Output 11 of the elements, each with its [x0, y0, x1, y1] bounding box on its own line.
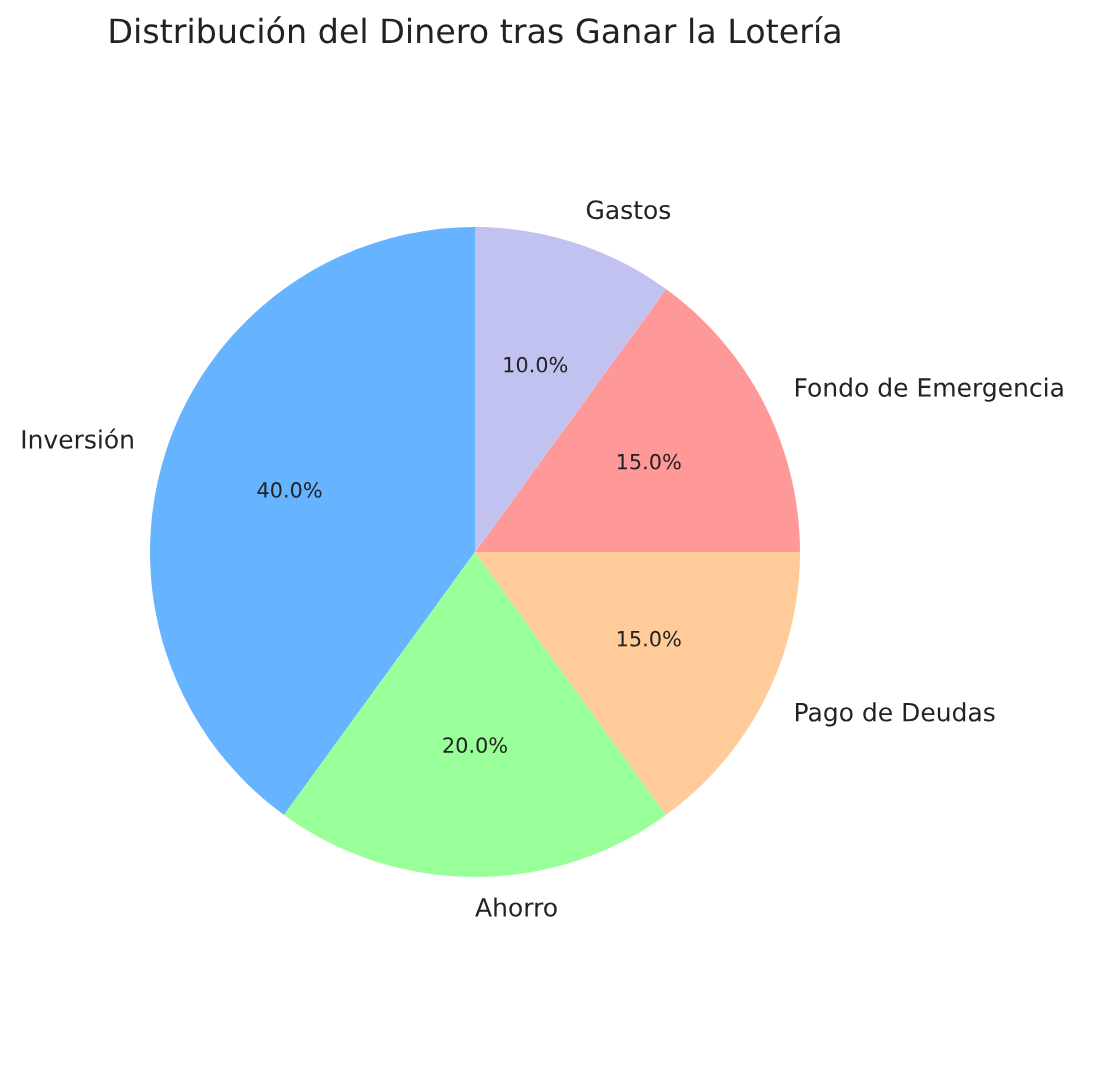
slice-label: Inversión — [22, 428, 133, 449]
slice-label: Gastos — [586, 200, 671, 220]
slice-label: Fondo de Emergencia — [795, 377, 1063, 402]
data-label: 10.0% — [504, 356, 568, 373]
data-label: 15.0% — [617, 630, 681, 647]
data-label: 40.0% — [257, 482, 322, 498]
chart-title: Distribución del Dinero tras Ganar la Lotería — [110, 16, 840, 44]
data-label: 20.0% — [443, 737, 507, 754]
slice-label: Pago de Deudas — [795, 702, 995, 727]
slice-label: Ahorro — [475, 897, 557, 917]
data-label: 15.0% — [617, 453, 681, 470]
